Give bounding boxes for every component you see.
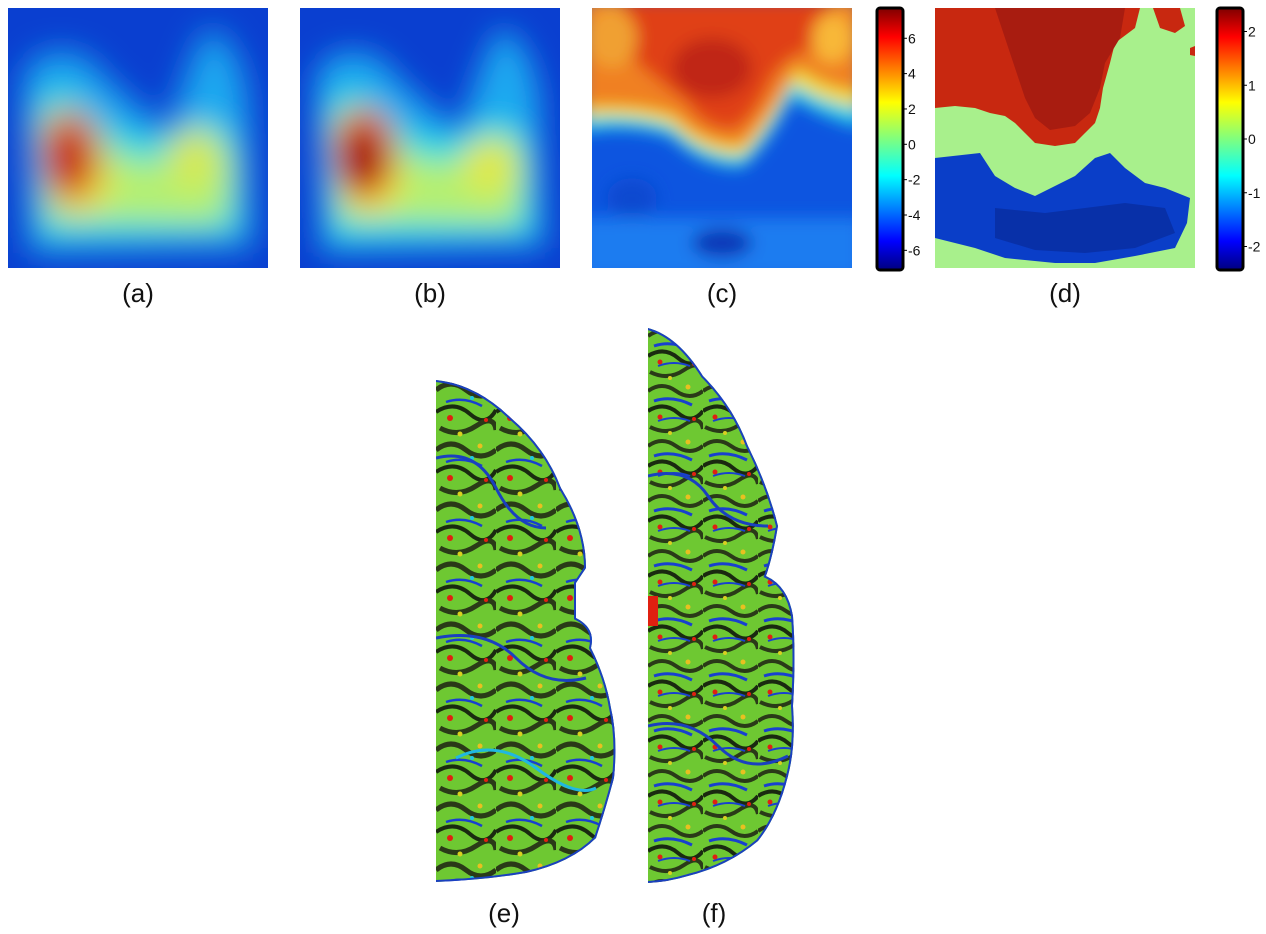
panel-a-caption: (a) bbox=[122, 278, 154, 308]
colorbar-d-tick-label: 0 bbox=[1248, 131, 1256, 147]
panel-a-density-map bbox=[8, 8, 268, 268]
panel-c-difference-map bbox=[592, 8, 852, 268]
panel-f-caption: (f) bbox=[701, 898, 727, 928]
colorbar-d-tick-label: -2 bbox=[1248, 239, 1261, 255]
colorbar-c-tick-label: 2 bbox=[908, 101, 916, 117]
colorbar-c-gradient bbox=[875, 6, 905, 272]
colorbar-c-tick-label: -4 bbox=[908, 207, 921, 223]
panel-d-caption: (d) bbox=[1049, 278, 1081, 308]
colorbar-d-tick-label: 2 bbox=[1248, 24, 1256, 40]
panel-c-colorbar: 6 4 2 0 -2 -4 -6 bbox=[874, 6, 930, 277]
panel-c-caption: (c) bbox=[706, 278, 738, 308]
colorbar-c-tick-label: -6 bbox=[908, 242, 921, 258]
panel-e-cortical-surface bbox=[436, 378, 626, 884]
panel-b-density-map bbox=[300, 8, 560, 268]
colorbar-d-tick-label: -1 bbox=[1248, 185, 1261, 201]
panel-d-colorbar: 2 1 0 -1 -2 bbox=[1214, 6, 1266, 277]
panel-f-cortical-surface bbox=[648, 326, 808, 884]
colorbar-c-tick-label: 4 bbox=[908, 66, 916, 82]
panel-d-thresholded-map bbox=[935, 8, 1195, 268]
colorbar-c-tick-label: 0 bbox=[908, 136, 916, 152]
panel-b-caption: (b) bbox=[414, 278, 446, 308]
colorbar-c-tick-label: 6 bbox=[908, 30, 916, 46]
colorbar-d-gradient bbox=[1215, 6, 1245, 272]
panel-e-caption: (e) bbox=[488, 898, 520, 928]
colorbar-d-tick-label: 1 bbox=[1248, 77, 1256, 93]
colorbar-c-tick-label: -2 bbox=[908, 172, 921, 188]
